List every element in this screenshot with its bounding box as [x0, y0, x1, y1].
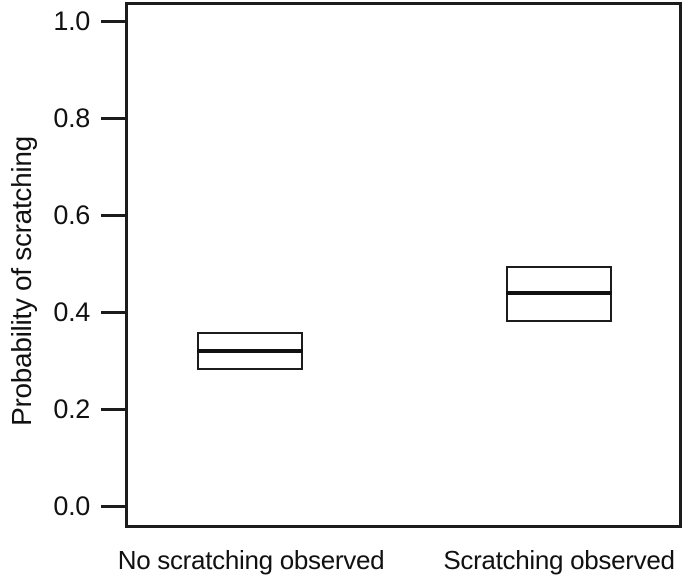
y-tick-mark — [101, 504, 127, 508]
y-tick-mark — [101, 19, 127, 23]
y-tick-mark — [101, 310, 127, 314]
x-category-label-no-scratching: No scratching observed — [117, 545, 385, 575]
x-category-label-scratching: Scratching observed — [443, 545, 675, 575]
y-tick-mark — [101, 116, 127, 120]
y-tick-label: 0.4 — [53, 297, 90, 328]
median-line — [197, 349, 304, 354]
y-tick-label: 0.2 — [53, 394, 90, 425]
y-axis-title: Probability of scratching — [6, 136, 37, 426]
plot-area — [125, 2, 682, 528]
y-tick-label: 0.8 — [53, 103, 90, 134]
y-tick-label: 1.0 — [53, 6, 90, 37]
y-tick-label: 0.0 — [53, 491, 90, 522]
y-tick-mark — [101, 407, 127, 411]
median-line — [505, 290, 612, 295]
y-tick-label: 0.6 — [53, 200, 90, 231]
y-tick-mark — [101, 213, 127, 217]
